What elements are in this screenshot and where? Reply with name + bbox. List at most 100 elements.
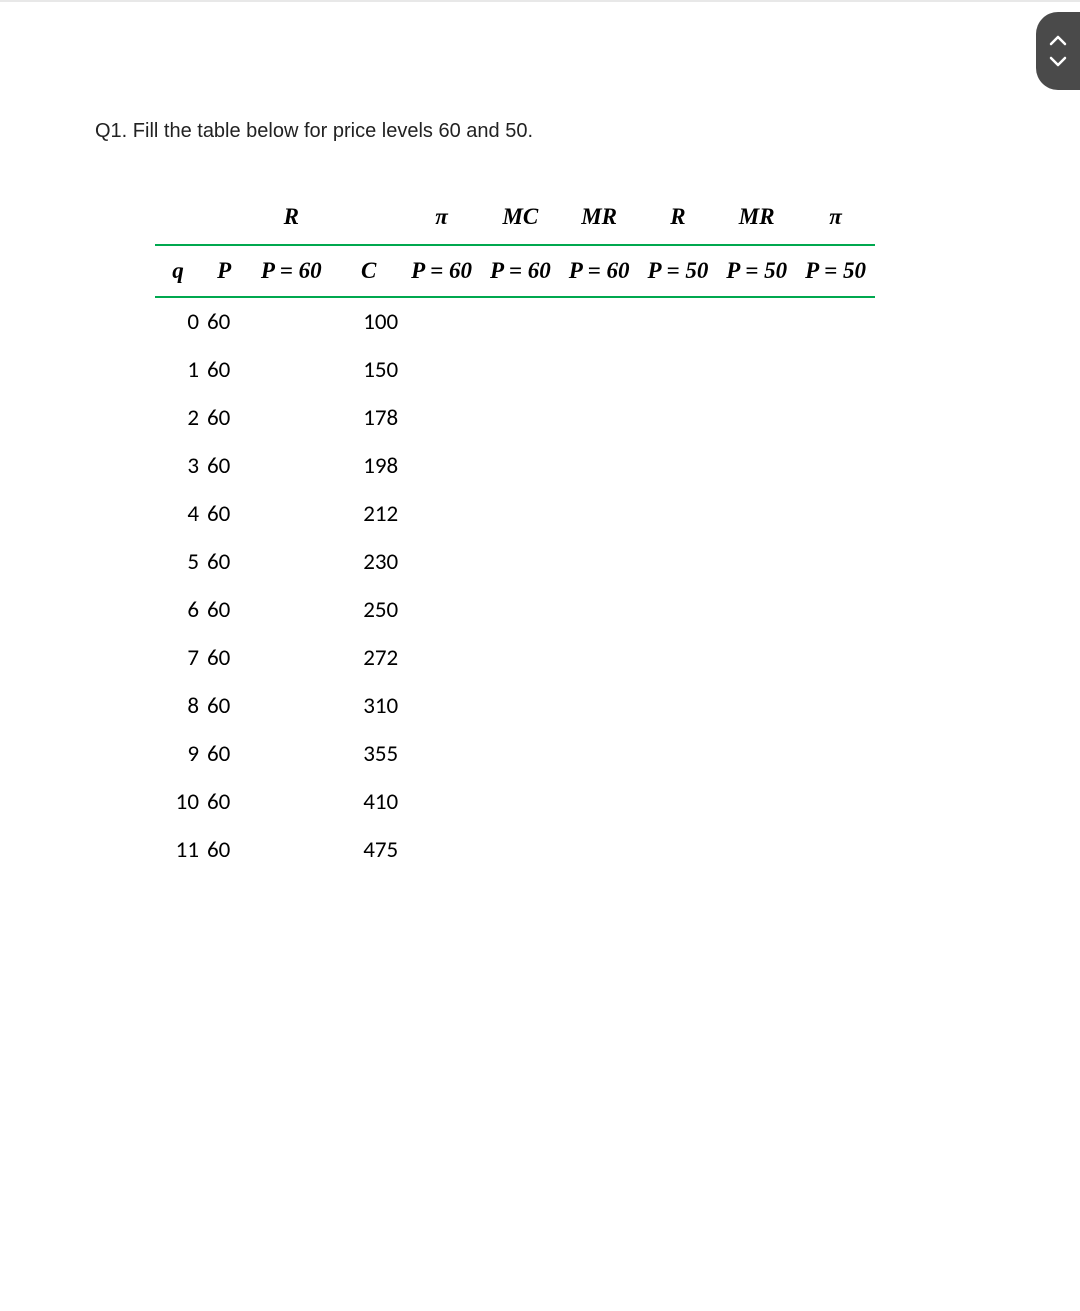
cell-R50 bbox=[639, 682, 718, 730]
cell-R50 bbox=[639, 490, 718, 538]
top-divider bbox=[0, 0, 1080, 2]
hdr1-q bbox=[155, 198, 201, 245]
cell-C: 150 bbox=[335, 346, 402, 394]
cell-q: 3 bbox=[155, 442, 201, 490]
cell-pi60 bbox=[402, 394, 481, 442]
cell-MC bbox=[481, 730, 560, 778]
table-row: 560230 bbox=[155, 538, 875, 586]
cell-MC bbox=[481, 442, 560, 490]
cell-C: 410 bbox=[335, 778, 402, 826]
cell-R50 bbox=[639, 442, 718, 490]
cell-pi50 bbox=[796, 682, 875, 730]
chevron-down-icon[interactable] bbox=[1049, 56, 1067, 68]
cell-MR50 bbox=[717, 490, 796, 538]
question-text: Q1. Fill the table below for price level… bbox=[95, 120, 985, 143]
cell-P: 60 bbox=[201, 826, 247, 874]
cell-R50 bbox=[639, 634, 718, 682]
cell-q: 0 bbox=[155, 297, 201, 346]
cell-pi60 bbox=[402, 297, 481, 346]
cell-q: 1 bbox=[155, 346, 201, 394]
hdr2-MC: P = 60 bbox=[481, 245, 560, 297]
cell-q: 2 bbox=[155, 394, 201, 442]
cell-R60 bbox=[247, 826, 335, 874]
table-body: 0601001601502601783601984602125602306602… bbox=[155, 297, 875, 874]
cell-pi60 bbox=[402, 634, 481, 682]
cell-R60 bbox=[247, 682, 335, 730]
cell-MR50 bbox=[717, 297, 796, 346]
cell-C: 272 bbox=[335, 634, 402, 682]
cell-C: 198 bbox=[335, 442, 402, 490]
cell-q: 11 bbox=[155, 826, 201, 874]
cell-MR60 bbox=[560, 682, 639, 730]
cell-P: 60 bbox=[201, 538, 247, 586]
cell-q: 10 bbox=[155, 778, 201, 826]
hdr2-C: C bbox=[335, 245, 402, 297]
cell-R60 bbox=[247, 394, 335, 442]
cell-MR60 bbox=[560, 826, 639, 874]
hdr2-q: q bbox=[155, 245, 201, 297]
table-row: 360 198 bbox=[155, 442, 875, 490]
table-row: 760 272 bbox=[155, 634, 875, 682]
cell-MR60 bbox=[560, 442, 639, 490]
cell-R50 bbox=[639, 826, 718, 874]
hdr1-R60: R bbox=[247, 198, 335, 245]
chevron-up-icon[interactable] bbox=[1049, 34, 1067, 46]
cell-pi60 bbox=[402, 490, 481, 538]
cell-q: 9 bbox=[155, 730, 201, 778]
table-row: 060100 bbox=[155, 297, 875, 346]
cell-MR50 bbox=[717, 394, 796, 442]
cell-MR50 bbox=[717, 586, 796, 634]
hdr1-pi60: π bbox=[402, 198, 481, 245]
hdr2-MR60: P = 60 bbox=[560, 245, 639, 297]
cell-MR60 bbox=[560, 778, 639, 826]
cell-MR50 bbox=[717, 826, 796, 874]
cell-R60 bbox=[247, 490, 335, 538]
cell-MR60 bbox=[560, 538, 639, 586]
cell-P: 60 bbox=[201, 442, 247, 490]
cell-P: 60 bbox=[201, 394, 247, 442]
hdr2-MR50: P = 50 bbox=[717, 245, 796, 297]
table-row: 660250 bbox=[155, 586, 875, 634]
cell-MR50 bbox=[717, 778, 796, 826]
cell-MC bbox=[481, 586, 560, 634]
hdr1-P bbox=[201, 198, 247, 245]
hdr2-P: P bbox=[201, 245, 247, 297]
cell-C: 475 bbox=[335, 826, 402, 874]
hdr1-MR60: MR bbox=[560, 198, 639, 245]
cell-R60 bbox=[247, 634, 335, 682]
cell-C: 310 bbox=[335, 682, 402, 730]
cell-pi60 bbox=[402, 826, 481, 874]
table-row: 160150 bbox=[155, 346, 875, 394]
cell-P: 60 bbox=[201, 778, 247, 826]
cell-pi50 bbox=[796, 490, 875, 538]
cell-MC bbox=[481, 297, 560, 346]
cell-R60 bbox=[247, 442, 335, 490]
cell-pi60 bbox=[402, 730, 481, 778]
cell-MC bbox=[481, 346, 560, 394]
document-content: Q1. Fill the table below for price level… bbox=[95, 120, 985, 874]
cell-R50 bbox=[639, 586, 718, 634]
cell-MR50 bbox=[717, 538, 796, 586]
cell-MR50 bbox=[717, 346, 796, 394]
hdr1-C bbox=[335, 198, 402, 245]
cell-MC bbox=[481, 826, 560, 874]
cell-q: 5 bbox=[155, 538, 201, 586]
cell-q: 8 bbox=[155, 682, 201, 730]
cell-R60 bbox=[247, 346, 335, 394]
cell-MC bbox=[481, 634, 560, 682]
cell-MC bbox=[481, 490, 560, 538]
cell-pi60 bbox=[402, 346, 481, 394]
cell-q: 7 bbox=[155, 634, 201, 682]
cell-P: 60 bbox=[201, 634, 247, 682]
cell-P: 60 bbox=[201, 682, 247, 730]
cell-R60 bbox=[247, 538, 335, 586]
hdr1-MC: MC bbox=[481, 198, 560, 245]
cell-MR60 bbox=[560, 634, 639, 682]
cell-MR60 bbox=[560, 730, 639, 778]
cell-P: 60 bbox=[201, 730, 247, 778]
cell-R50 bbox=[639, 297, 718, 346]
cell-pi60 bbox=[402, 442, 481, 490]
cell-MC bbox=[481, 778, 560, 826]
cell-pi50 bbox=[796, 394, 875, 442]
cell-P: 60 bbox=[201, 490, 247, 538]
